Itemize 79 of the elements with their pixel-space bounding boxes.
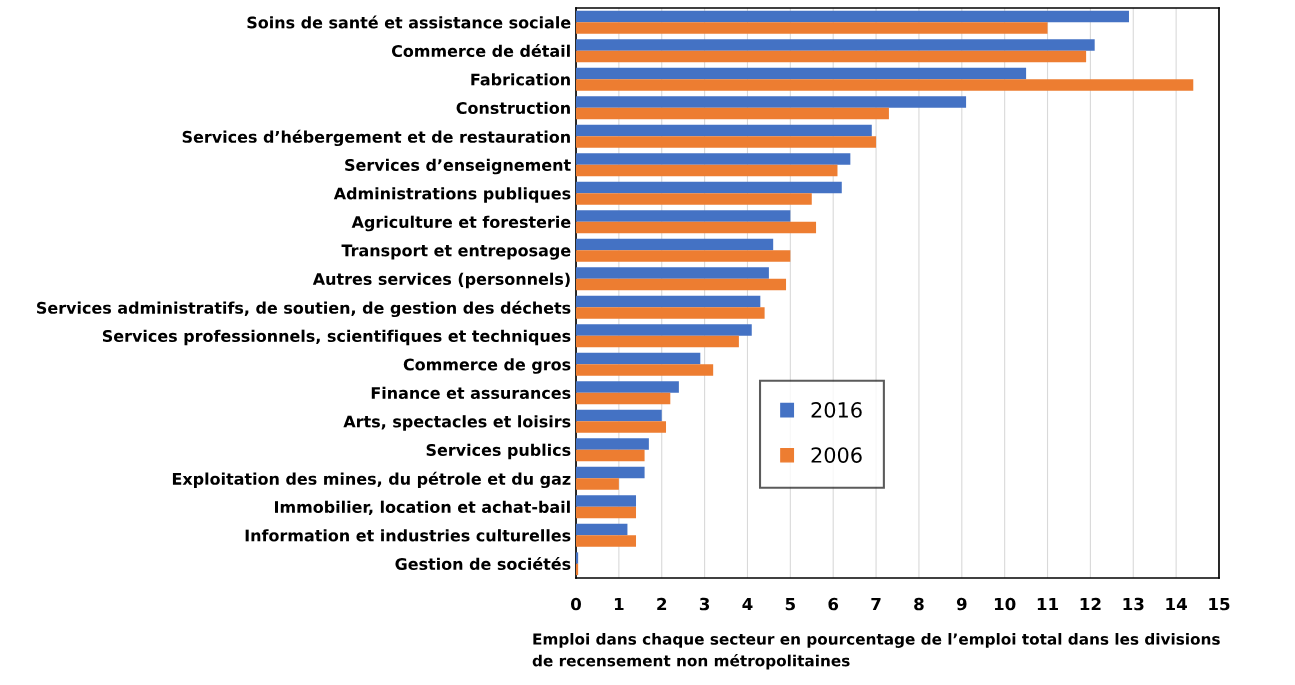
bar — [576, 563, 579, 576]
y-tick-label: Commerce de détail — [391, 44, 570, 58]
bar — [576, 352, 701, 365]
legend-label: 2006 — [811, 447, 862, 463]
bar — [576, 335, 739, 348]
bar — [576, 392, 671, 405]
bar — [576, 221, 817, 234]
bar — [576, 267, 769, 279]
x-tick-label: 9 — [956, 597, 967, 611]
x-tick-label: 5 — [785, 597, 795, 611]
y-tick-label: Administrations publiques — [333, 187, 571, 203]
y-tick-label: Immobilier, location et achat-bail — [275, 500, 570, 516]
y-tick-label: Services publics — [426, 443, 571, 460]
bar — [576, 67, 1027, 80]
bar — [576, 278, 787, 291]
bar — [576, 495, 637, 507]
y-tick-label: Services d’hébergement et de restauration — [182, 129, 570, 147]
bar — [576, 124, 872, 137]
x-tick-label: 13 — [1123, 597, 1144, 611]
x-tick-label: 0 — [571, 597, 581, 611]
x-tick-label: 1 — [614, 597, 624, 611]
y-tick-label: Gestion de sociétés — [395, 557, 571, 571]
bar — [576, 210, 791, 222]
bar — [576, 193, 812, 205]
bar — [576, 506, 637, 519]
y-tick-label: Exploitation des mines, du pétrole et du gaz — [172, 471, 571, 489]
x-tick-label: 6 — [828, 597, 839, 611]
y-tick-label: Fabrication — [471, 73, 570, 86]
x-tick-label: 2 — [657, 597, 667, 611]
legend-label: 2016 — [811, 401, 862, 418]
x-tick-label: 7 — [871, 597, 881, 611]
bar — [576, 535, 637, 547]
y-tick-label: Finance et assurances — [371, 386, 571, 400]
x-tick-label: 4 — [742, 597, 753, 611]
bar — [576, 381, 679, 393]
bar — [576, 153, 851, 165]
bar — [576, 523, 628, 536]
y-tick-label: Transport et entreposage — [341, 244, 571, 260]
y-tick-label: Construction — [456, 101, 570, 115]
bar — [576, 79, 1194, 91]
bar — [576, 96, 967, 108]
y-tick-label: Services administratifs, de soutien, de gestion des déchets — [37, 300, 571, 318]
x-tick-label: 15 — [1209, 597, 1230, 611]
bar — [576, 250, 791, 262]
bar — [576, 324, 752, 336]
bar — [576, 449, 645, 462]
bar — [576, 22, 1048, 34]
bar — [576, 307, 765, 319]
x-tick-label: 12 — [1080, 597, 1101, 611]
bar — [576, 181, 842, 194]
x-axis-title: Emploi dans chaque secteur en pourcentage de l’emploi total dans les divisions de recensement non métropolitaines — [532, 633, 1220, 670]
bar — [576, 364, 714, 376]
y-tick-label: Services professionnels, scientifiques et techniques — [102, 329, 571, 346]
bar — [576, 552, 579, 564]
bar — [576, 421, 667, 433]
x-tick-label: 11 — [1037, 597, 1058, 611]
bar — [576, 10, 1129, 23]
bar — [576, 238, 774, 251]
y-tick-label: Agriculture et foresterie — [351, 215, 571, 232]
y-tick-label: Autres services (personnels) — [312, 272, 570, 289]
y-tick-label: Information et industries culturelles — [245, 529, 571, 542]
bar — [576, 107, 889, 120]
x-tick-label: 14 — [1166, 597, 1187, 611]
bar — [576, 39, 1095, 51]
bar — [576, 295, 761, 308]
x-tick-label: 3 — [699, 597, 710, 611]
bar — [576, 50, 1087, 63]
x-tick-label: 10 — [994, 597, 1016, 611]
bar — [576, 466, 645, 479]
y-tick-label: Soins de santé et assistance sociale — [247, 15, 571, 29]
bar — [576, 438, 649, 450]
bar — [576, 136, 877, 148]
y-tick-label: Commerce de gros — [403, 358, 571, 374]
y-tick-label: Arts, spectacles et loisirs — [343, 415, 571, 431]
y-tick-label: Services d’enseignement — [345, 158, 571, 175]
x-tick-label: 8 — [914, 597, 924, 611]
bar — [576, 478, 619, 490]
bar — [576, 409, 662, 422]
bar — [576, 164, 838, 177]
